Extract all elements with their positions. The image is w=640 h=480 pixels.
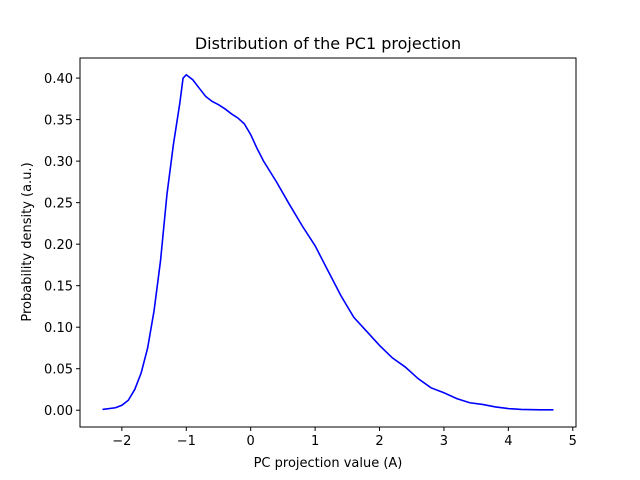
x-tick-label: 3 <box>440 434 448 449</box>
x-tick-label: 1 <box>311 434 319 449</box>
data-line <box>102 73 554 411</box>
y-tick-label: 0.35 <box>44 114 73 129</box>
x-tick-label: 2 <box>375 434 383 449</box>
y-tick-label: 0.10 <box>44 321 73 336</box>
y-tick-label: 0.25 <box>44 197 73 212</box>
y-tick-label: 0.20 <box>44 238 73 253</box>
y-tick-label: 0.15 <box>44 280 73 295</box>
y-axis-label: Probability density (a.u.) <box>20 162 35 321</box>
plot-frame <box>79 57 577 428</box>
x-tick-label: 4 <box>504 434 512 449</box>
y-tick-label: 0.30 <box>44 155 73 170</box>
x-tick-label: −2 <box>112 434 131 449</box>
x-tick-label: −1 <box>177 434 196 449</box>
y-tick-label: 0.05 <box>44 363 73 378</box>
x-tick-label: 0 <box>247 434 255 449</box>
y-tick-label: 0.40 <box>44 72 73 87</box>
chart-title: Distribution of the PC1 projection <box>195 34 461 53</box>
x-axis-label: PC projection value (A) <box>254 456 403 471</box>
x-tick-label: 5 <box>569 434 577 449</box>
y-tick-label: 0.00 <box>44 404 73 419</box>
